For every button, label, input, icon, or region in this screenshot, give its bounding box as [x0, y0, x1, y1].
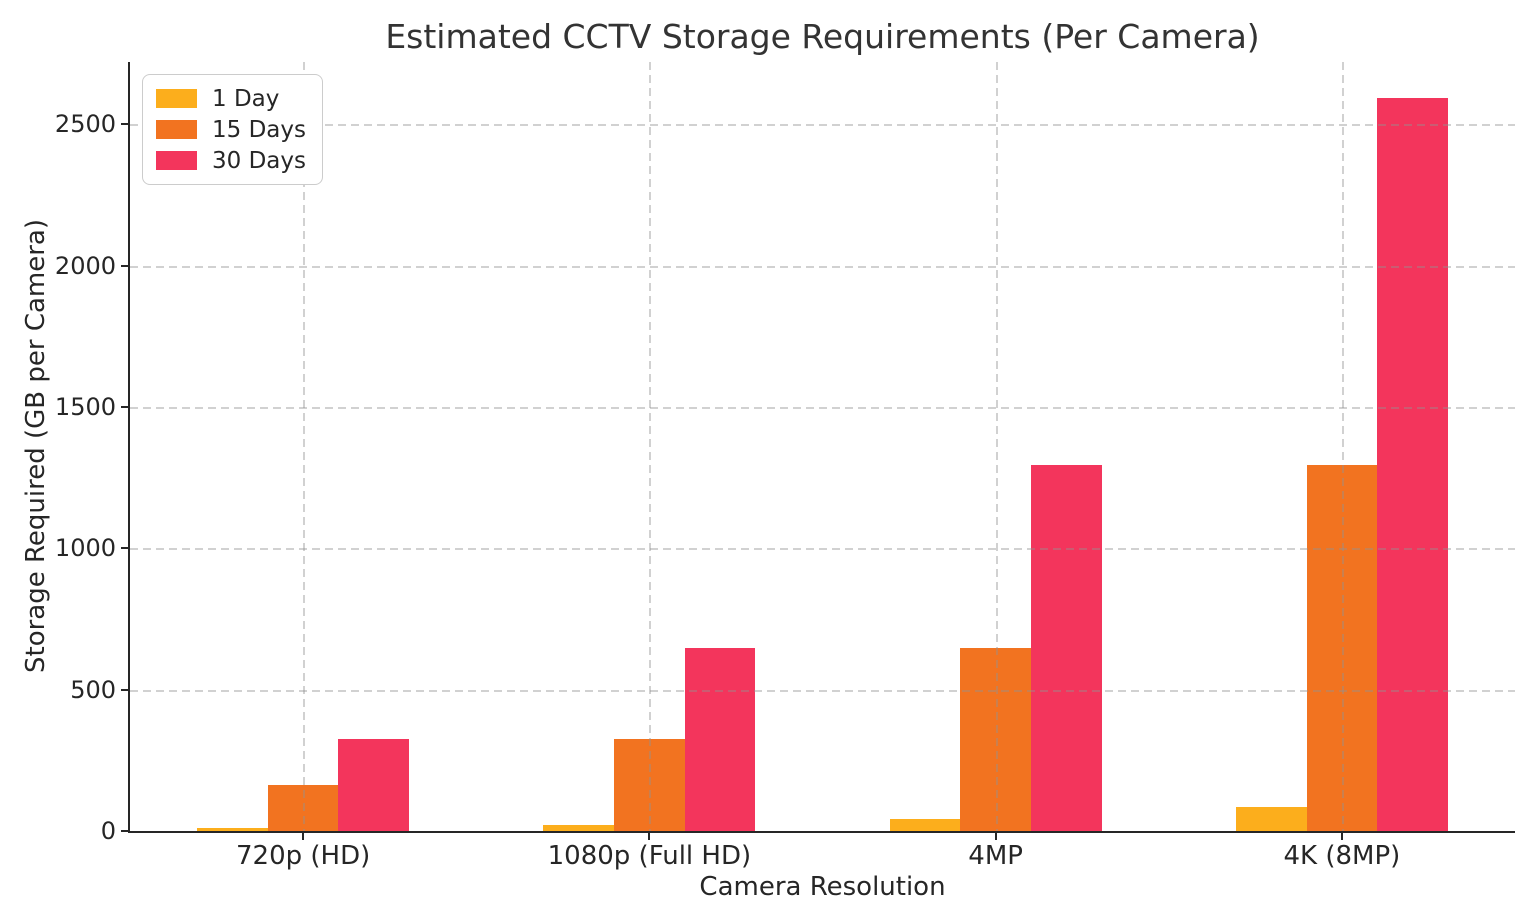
- gridline-y-1000: [130, 548, 1515, 551]
- gridline-y-500: [130, 689, 1515, 692]
- legend: 1 Day 15 Days 30 Days: [142, 74, 323, 185]
- y-axis-spine: [128, 62, 130, 831]
- y-tick-mark-0: [121, 830, 130, 832]
- bar-30-days-720p-hd: [338, 739, 410, 831]
- gridline-y-2000: [130, 265, 1515, 268]
- bar-15-days-1080p-full-hd: [614, 739, 685, 831]
- gridline-x-1080p-full-hd: [649, 62, 652, 831]
- x-tick-mark-1080p-full-hd: [648, 831, 651, 840]
- y-axis-label: Storage Required (GB per Camera): [21, 219, 51, 673]
- x-axis-label: Camera Resolution: [699, 872, 946, 902]
- y-tick-label-0: 0: [100, 817, 116, 845]
- y-tick-label-2500: 2500: [54, 110, 116, 139]
- bar-30-days-4k-8mp: [1377, 98, 1448, 831]
- legend-swatch-30-days: [156, 151, 197, 170]
- y-tick-mark-500: [121, 688, 130, 691]
- bar-1-day-720p-hd: [197, 827, 268, 831]
- x-tick-mark-720p-hd: [302, 831, 305, 840]
- legend-label-30-days: 30 Days: [212, 147, 306, 174]
- x-tick-mark-4mp: [994, 831, 997, 840]
- legend-item-1-day: 1 Day: [156, 83, 306, 114]
- bar-1-day-4k-8mp: [1235, 806, 1307, 831]
- bar-15-days-4mp: [960, 647, 1031, 831]
- y-tick-label-1500: 1500: [54, 392, 116, 421]
- chart-title: Estimated CCTV Storage Requirements (Per…: [385, 17, 1260, 56]
- x-tick-label-720p-hd: 720p (HD): [235, 841, 371, 871]
- bar-30-days-4mp: [1030, 464, 1102, 831]
- y-tick-mark-2000: [121, 264, 130, 267]
- x-tick-mark-4k-8mp: [1340, 831, 1343, 840]
- legend-item-15-days: 15 Days: [156, 114, 306, 145]
- plot-area: 0 500 1000 1500 2000 2500 720p (HD) 1080p (Ful…: [55, 62, 1515, 871]
- bar-1-day-4mp: [889, 818, 961, 831]
- x-tick-label-1080p-full-hd: 1080p (Full HD): [547, 841, 752, 871]
- gridline-x-720p-hd: [303, 62, 306, 831]
- bar-1-day-1080p-full-hd: [543, 824, 615, 831]
- bar-15-days-720p-hd: [267, 785, 339, 831]
- y-tick-mark-1000: [121, 547, 130, 550]
- x-axis-spine: [128, 831, 1515, 833]
- legend-item-30-days: 30 Days: [156, 145, 306, 176]
- legend-swatch-1-day: [156, 89, 197, 108]
- y-tick-label-2000: 2000: [54, 251, 116, 280]
- y-tick-mark-2500: [121, 123, 130, 126]
- legend-label-1-day: 1 Day: [212, 85, 280, 112]
- gridline-x-4k-8mp: [1341, 62, 1344, 831]
- y-tick-label-1000: 1000: [54, 534, 116, 563]
- y-tick-label-500: 500: [70, 675, 116, 704]
- legend-items: 1 Day 15 Days 30 Days: [156, 83, 306, 176]
- bar-15-days-4k-8mp: [1306, 464, 1378, 831]
- y-tick-mark-1500: [121, 405, 130, 408]
- x-tick-label-4mp: 4MP: [968, 841, 1023, 871]
- x-tick-label-4k-8mp: 4K (8MP): [1283, 841, 1401, 871]
- legend-swatch-15-days: [156, 120, 197, 139]
- gridline-y-1500: [130, 406, 1515, 409]
- legend-label-15-days: 15 Days: [212, 116, 306, 143]
- gridline-y-2500: [130, 124, 1515, 127]
- bar-30-days-1080p-full-hd: [684, 647, 756, 831]
- gridline-x-4mp: [995, 62, 998, 831]
